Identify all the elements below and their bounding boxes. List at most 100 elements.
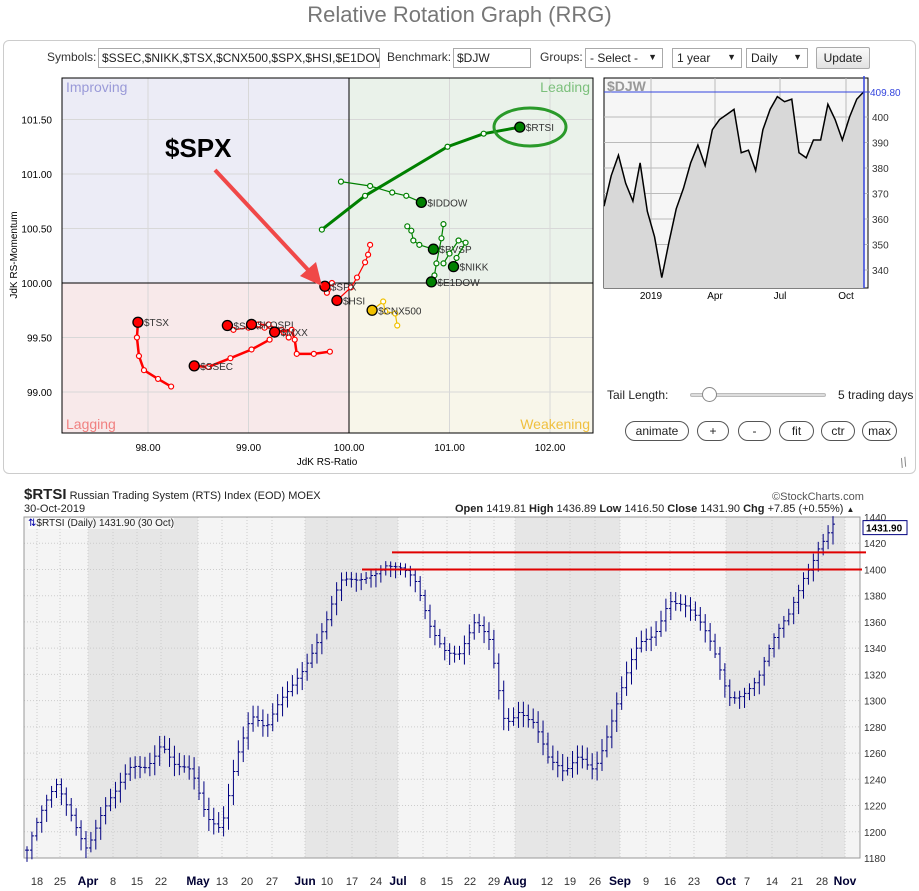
groups-select[interactable]: - Select - ▼ (585, 48, 663, 68)
tail-point (168, 383, 175, 390)
x-tick-label: Oct (838, 291, 854, 302)
arrow-head-icon (300, 262, 322, 286)
tail-point (394, 322, 401, 329)
slider-handle[interactable] (701, 387, 717, 402)
x-tick-label: 8 (420, 876, 426, 888)
x-tick-label: 22 (464, 876, 476, 888)
symbols-label: Symbols: (47, 50, 97, 64)
frequency-select[interactable]: Daily ▼ (746, 48, 808, 68)
y-tick-label: 99.00 (27, 388, 52, 399)
area-fill (604, 91, 864, 288)
zoom-out-button[interactable]: - (738, 421, 771, 441)
max-button[interactable]: max (862, 421, 897, 441)
chart-legend: ⇅$RTSI (Daily) 1431.90 (30 Oct) (28, 518, 175, 529)
center-button[interactable]: ctr (821, 421, 855, 441)
benchmark-input[interactable]: $DJW (453, 48, 531, 68)
tail-point (438, 235, 445, 242)
chart-date: 30-Oct-2019 (24, 503, 86, 515)
symbol-head[interactable] (514, 121, 526, 133)
zoom-in-button[interactable]: + (697, 421, 729, 441)
symbol-head[interactable] (268, 326, 281, 338)
symbol-label: $BVSP (439, 245, 472, 256)
y-tick-label: 1240 (864, 775, 887, 786)
low-value: 1416.50 (624, 503, 665, 515)
symbol-head[interactable] (221, 319, 234, 332)
tail-point (291, 336, 298, 343)
symbol-head[interactable] (427, 243, 440, 255)
chart-name: Russian Trading System (RTS) Index (EOD) (69, 490, 286, 502)
tail-length-value: 5 trading days (838, 388, 914, 402)
symbol-head[interactable] (366, 304, 378, 316)
tail-length-slider[interactable] (690, 387, 826, 402)
tail-point (347, 284, 355, 291)
symbol-head[interactable] (447, 260, 460, 273)
x-tick-label: 23 (688, 876, 700, 888)
y-tick-label: 1340 (864, 644, 887, 655)
y-tick-label: 100.00 (21, 279, 52, 290)
x-tick-label: Aug (503, 874, 526, 888)
period-select[interactable]: 1 year ▼ (672, 48, 742, 68)
x-tick-label: 20 (241, 876, 253, 888)
x-tick-label: 25 (54, 876, 66, 888)
period-value: 1 year (677, 51, 711, 65)
animate-button[interactable]: animate (625, 421, 689, 441)
symbol-head[interactable] (319, 280, 331, 292)
close-value: 1431.90 (700, 503, 741, 515)
tail-point (455, 237, 462, 244)
tail-point (154, 375, 162, 383)
fit-button[interactable]: fit (779, 421, 814, 441)
tail-point (361, 259, 369, 266)
tail-point (453, 254, 460, 262)
tail-point (404, 223, 411, 230)
tail-point (140, 367, 148, 374)
symbol-label: $SSEC (200, 362, 233, 373)
x-tick-label: 13 (216, 876, 228, 888)
symbol-head[interactable] (415, 196, 428, 208)
x-tick-label: Oct (716, 874, 736, 888)
symbol-head[interactable] (132, 316, 144, 328)
x-axis-title: JdK RS-Ratio (297, 457, 358, 468)
symbol-head[interactable] (245, 318, 258, 331)
tail-point (433, 260, 440, 267)
quadrant-label-leading: Leading (540, 79, 590, 95)
symbol-head[interactable] (331, 294, 343, 307)
y-tick-label: 340 (872, 266, 889, 277)
benchmark-label: Benchmark: (387, 50, 452, 64)
symbol-label: $SPX (331, 282, 357, 293)
symbol-head[interactable] (425, 276, 438, 288)
spx-annotation: $SPX (165, 133, 232, 163)
quadrant-label-weakening: Weakening (520, 416, 590, 432)
x-tick-label: 18 (31, 876, 43, 888)
groups-label: Groups: (540, 50, 583, 64)
update-button[interactable]: Update (816, 47, 870, 69)
chg-value: +7.85 (+0.55%) (767, 503, 844, 515)
x-tick-label: 8 (110, 876, 116, 888)
last-price-label: 409.80 (870, 88, 901, 99)
tail-point (403, 192, 410, 199)
tail-point (135, 352, 143, 360)
symbols-input[interactable]: $SSEC,$NIKK,$TSX,$CNX500,$SPX,$HSI,$E1DO… (98, 48, 380, 68)
y-tick-label: 360 (872, 215, 889, 226)
quadrant-weakening (349, 283, 593, 433)
symbol-label: $IDDOW (427, 198, 468, 209)
benchmark-symbol: $DJW (607, 78, 647, 94)
last-price-label: 1431.90 (866, 524, 903, 535)
tail-point (382, 308, 389, 315)
y-tick-label: 1180 (864, 854, 886, 865)
symbol-head[interactable] (188, 360, 200, 372)
month-band (726, 517, 845, 858)
x-tick-label: 15 (441, 876, 453, 888)
high-label: High (529, 503, 554, 515)
tail-point (462, 239, 469, 246)
x-tick-label: 17 (346, 876, 358, 888)
x-tick-label: Apr (707, 291, 723, 302)
x-tick-label: 16 (664, 876, 676, 888)
tail-point (408, 227, 415, 234)
y-tick-label: 1280 (864, 723, 887, 734)
dropdown-arrow-icon: ▼ (727, 52, 736, 62)
y-tick-label: 101.50 (21, 116, 52, 127)
y-tick-label: 1200 (864, 828, 887, 839)
symbol-label: $TSX (144, 318, 169, 329)
rrg-chart[interactable]: Improving Leading Lagging Weakening 98.00 99.… (0, 0, 600, 475)
x-tick-label: 98.00 (135, 443, 160, 454)
